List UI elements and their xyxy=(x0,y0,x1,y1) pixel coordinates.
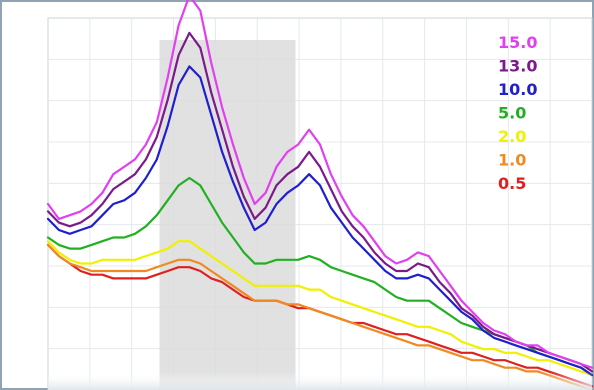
plot-area xyxy=(47,17,593,390)
legend-entry-10-0: 10.0 xyxy=(498,80,537,99)
legend-entry-15-0: 15.0 xyxy=(498,33,537,52)
series-lines xyxy=(46,0,594,390)
legend-entry-0-5: 0.5 xyxy=(498,174,526,193)
legend: 15.0 13.0 10.0 5.0 2.0 1.0 0.5 xyxy=(498,33,537,193)
series-line-15-0 xyxy=(46,0,594,369)
highlight-band xyxy=(159,40,296,390)
legend-entry-1-0: 1.0 xyxy=(498,151,526,170)
series-line-1-0 xyxy=(46,243,594,390)
bottom-fade xyxy=(48,372,592,390)
series-line-10-0 xyxy=(46,65,594,377)
series-line-13-0 xyxy=(46,31,594,373)
legend-entry-13-0: 13.0 xyxy=(498,57,537,76)
legend-entry-5-0: 5.0 xyxy=(498,104,526,123)
series-line-2-0 xyxy=(46,240,594,377)
legend-entry-2-0: 2.0 xyxy=(498,127,526,146)
